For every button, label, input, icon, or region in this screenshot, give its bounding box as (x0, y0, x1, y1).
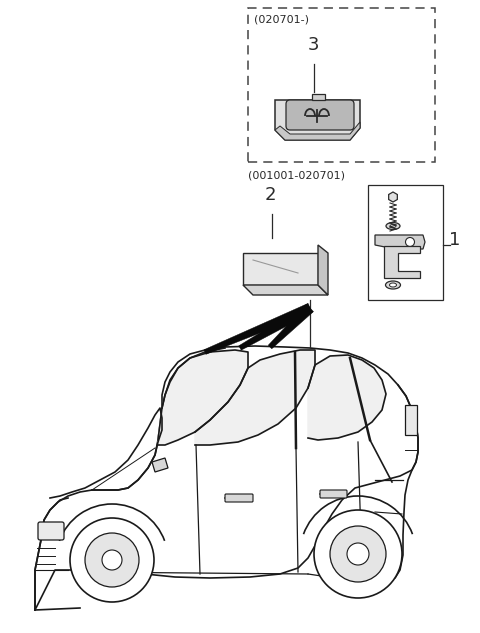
Ellipse shape (385, 281, 400, 289)
Polygon shape (375, 235, 425, 249)
Polygon shape (35, 346, 418, 610)
FancyBboxPatch shape (405, 405, 417, 435)
Ellipse shape (386, 223, 400, 230)
FancyBboxPatch shape (286, 100, 354, 130)
FancyBboxPatch shape (38, 522, 64, 540)
Text: 2: 2 (265, 186, 276, 204)
Text: 3: 3 (308, 36, 320, 54)
Polygon shape (204, 303, 312, 354)
Polygon shape (318, 245, 328, 295)
Ellipse shape (406, 237, 415, 246)
Circle shape (70, 518, 154, 602)
Polygon shape (275, 100, 360, 140)
Polygon shape (195, 350, 315, 445)
Circle shape (102, 550, 122, 570)
Bar (368, 185, 443, 300)
Polygon shape (389, 192, 397, 202)
FancyBboxPatch shape (243, 253, 318, 285)
Text: (001001-020701): (001001-020701) (248, 170, 345, 180)
Polygon shape (308, 355, 386, 440)
Circle shape (85, 533, 139, 587)
Polygon shape (384, 246, 420, 278)
Text: (020701-): (020701-) (254, 14, 309, 24)
Ellipse shape (390, 225, 396, 227)
FancyBboxPatch shape (320, 490, 347, 498)
Polygon shape (275, 122, 360, 140)
Text: 1: 1 (449, 231, 460, 249)
Polygon shape (239, 304, 312, 350)
Polygon shape (243, 285, 328, 295)
Polygon shape (312, 94, 325, 100)
Polygon shape (158, 350, 248, 445)
Circle shape (347, 543, 369, 565)
Polygon shape (268, 304, 313, 349)
Circle shape (314, 510, 402, 598)
FancyBboxPatch shape (225, 494, 253, 502)
Ellipse shape (389, 283, 396, 287)
Circle shape (330, 526, 386, 582)
Polygon shape (152, 458, 168, 472)
